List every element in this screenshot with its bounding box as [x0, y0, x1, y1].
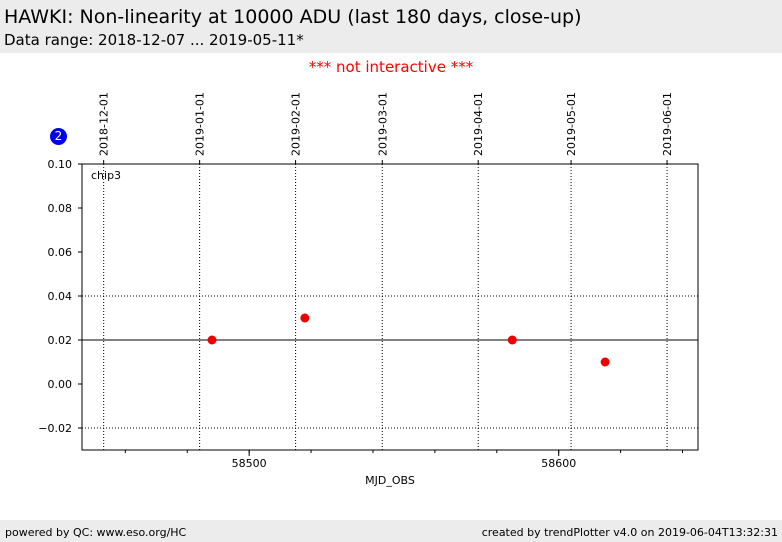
footer-powered-by: powered by QC: www.eso.org/HC — [5, 526, 187, 539]
data-point — [600, 357, 610, 367]
y-tick-label: −0.02 — [38, 422, 72, 435]
footer-bar: powered by QC: www.eso.org/HC created by… — [0, 520, 782, 542]
page-title: HAWKI: Non-linearity at 10000 ADU (last … — [4, 6, 582, 28]
chip-number-badge: 2 — [50, 128, 67, 145]
date-tick-label: 2019-01-01 — [194, 92, 207, 156]
x-tick-label: 58500 — [232, 457, 267, 470]
y-tick-label: 0.00 — [48, 378, 73, 391]
y-tick-label: 0.02 — [48, 334, 73, 347]
y-tick-label: 0.08 — [48, 202, 73, 215]
y-tick-label: 0.10 — [48, 158, 73, 171]
data-range-subtitle: Data range: 2018-12-07 ... 2019-05-11* — [4, 31, 304, 49]
date-tick-label: 2019-04-01 — [472, 92, 485, 156]
plot-frame — [81, 163, 699, 451]
header-bar: HAWKI: Non-linearity at 10000 ADU (last … — [0, 0, 782, 53]
date-tick-label: 2019-06-01 — [661, 92, 674, 156]
y-tick-label: 0.06 — [48, 246, 73, 259]
not-interactive-notice: *** not interactive *** — [308, 58, 474, 76]
date-tick-label: 2019-03-01 — [376, 92, 389, 156]
footer-created-by: created by trendPlotter v4.0 on 2019-06-… — [481, 526, 778, 539]
y-tick-label: 0.04 — [48, 290, 73, 303]
data-point — [300, 313, 310, 323]
date-tick-label: 2019-02-01 — [290, 92, 303, 156]
panel-label: chip3 — [91, 169, 121, 182]
date-tick-label: 2018-12-01 — [98, 92, 111, 156]
x-tick-label: 58600 — [541, 457, 576, 470]
date-tick-label: 2019-05-01 — [565, 92, 578, 156]
data-point — [507, 335, 517, 345]
data-point — [207, 335, 217, 345]
x-axis-label: MJD_OBS — [365, 474, 415, 487]
